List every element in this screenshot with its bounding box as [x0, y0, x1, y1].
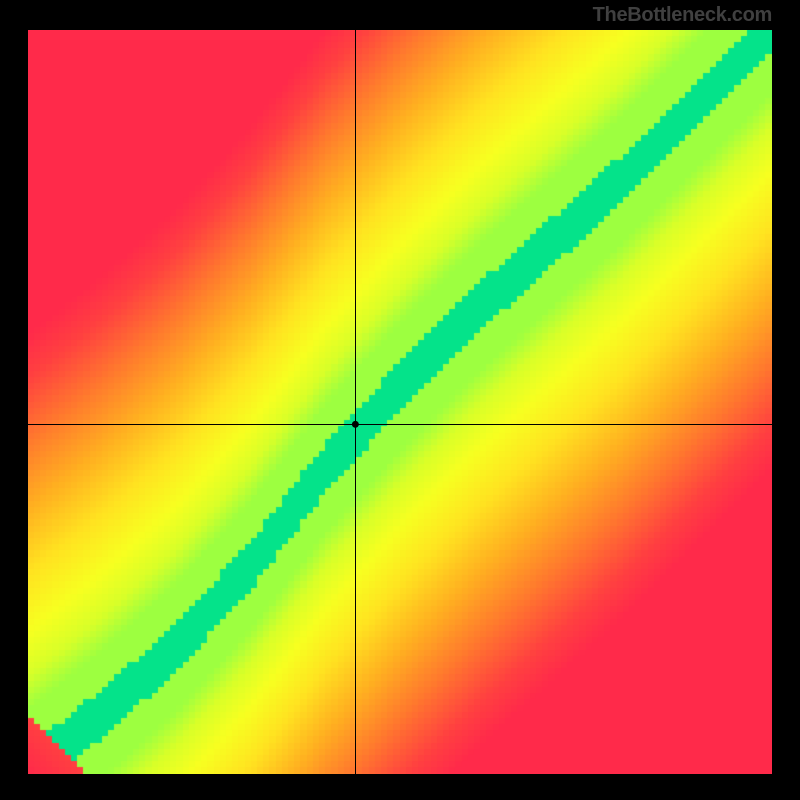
source-attribution: TheBottleneck.com	[593, 4, 772, 27]
crosshair-marker-dot	[352, 421, 359, 428]
bottleneck-heatmap	[28, 30, 772, 774]
crosshair-overlay	[28, 30, 772, 774]
